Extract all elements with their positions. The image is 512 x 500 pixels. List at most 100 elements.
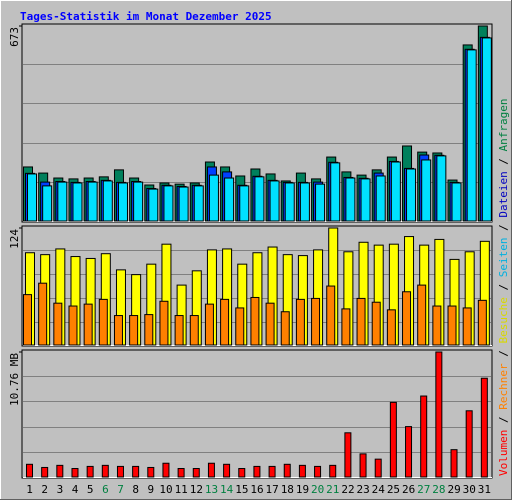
x-tick-label: 3 (57, 483, 64, 496)
bar (41, 466, 49, 478)
bar (314, 465, 322, 478)
bar (405, 426, 413, 478)
legend: Volumen / Rechner / Besuche / Seiten / D… (497, 98, 510, 476)
x-tick-label: 13 (205, 483, 218, 496)
x-tick-label: 22 (341, 483, 354, 496)
bar (371, 301, 381, 346)
x-tick-label: 8 (132, 483, 139, 496)
bar (269, 180, 280, 222)
bar (477, 299, 487, 346)
legend-entry: Seiten (497, 238, 510, 278)
x-tick-label: 6 (102, 483, 109, 496)
bar (356, 297, 366, 346)
bar (374, 458, 382, 478)
bar (432, 305, 442, 346)
x-tick-label: 2 (41, 483, 48, 496)
bar (53, 302, 63, 346)
bar (344, 432, 352, 478)
bar (283, 463, 291, 478)
x-tick-label: 21 (326, 483, 339, 496)
bar (462, 307, 472, 346)
y-tick-label: 673 (8, 27, 21, 47)
bar (178, 186, 189, 222)
legend-entry: Rechner (497, 363, 510, 410)
separator: / (497, 344, 510, 364)
legend-entry: Besuche (497, 297, 510, 343)
bar (116, 465, 124, 478)
bar (113, 315, 123, 346)
bar (87, 181, 98, 222)
bar (26, 463, 33, 478)
bar (330, 162, 341, 222)
x-tick-label: 20 (311, 483, 324, 496)
bar (144, 314, 154, 346)
bar (326, 285, 336, 346)
bar (42, 185, 53, 222)
bar (450, 449, 458, 478)
bar (224, 177, 235, 222)
y-tick-label: 124 (8, 229, 21, 249)
x-tick-label: 17 (266, 483, 279, 496)
separator: / (497, 218, 510, 238)
bar (238, 468, 246, 478)
bar (254, 176, 265, 222)
bar (98, 298, 108, 346)
legend-entry: Dateien (497, 171, 510, 217)
bar (177, 468, 185, 478)
bar (102, 180, 113, 222)
bar (71, 468, 79, 478)
bar (284, 182, 295, 222)
bar (250, 296, 260, 346)
bar (375, 175, 386, 222)
x-tick-label: 25 (387, 483, 400, 496)
bar (436, 155, 447, 222)
bar (207, 462, 215, 478)
plot-area (21, 349, 493, 479)
bar (38, 282, 48, 346)
bar (159, 300, 169, 346)
x-tick-label: 14 (220, 483, 234, 496)
bar (447, 305, 457, 346)
bar (83, 303, 93, 346)
bar (386, 309, 396, 346)
legend-entry: Anfragen (497, 98, 510, 151)
bar (189, 315, 199, 346)
x-tick-label: 24 (372, 483, 386, 496)
x-tick-label: 5 (87, 483, 94, 496)
bar (280, 311, 290, 346)
bar (163, 185, 174, 222)
bar (480, 377, 488, 478)
bar (235, 307, 245, 346)
bar (420, 395, 428, 478)
bar (390, 161, 401, 222)
x-tick-label: 16 (250, 483, 263, 496)
bar (72, 182, 83, 222)
bar (298, 464, 306, 478)
x-tick-label: 4 (72, 483, 79, 496)
bar (299, 182, 310, 222)
x-tick-label: 15 (235, 483, 248, 496)
x-tick-label: 10 (159, 483, 172, 496)
bar (208, 174, 219, 222)
x-tick-label: 27 (417, 483, 430, 496)
x-tick-label: 29 (447, 483, 460, 496)
bar (421, 159, 432, 222)
bar (23, 294, 32, 346)
x-tick-label: 18 (281, 483, 294, 496)
bar (253, 465, 261, 478)
separator: / (497, 410, 510, 430)
bar (435, 351, 443, 478)
bar (204, 303, 214, 346)
bar (329, 464, 337, 478)
bar (162, 462, 170, 478)
bar (117, 182, 128, 222)
x-tick-label: 1 (26, 483, 33, 496)
bar (27, 173, 37, 222)
bar (265, 302, 275, 346)
x-tick-label: 23 (357, 483, 370, 496)
bar (268, 465, 276, 478)
bar (56, 464, 64, 478)
x-tick-label: 19 (296, 483, 309, 496)
separator: / (497, 151, 510, 171)
